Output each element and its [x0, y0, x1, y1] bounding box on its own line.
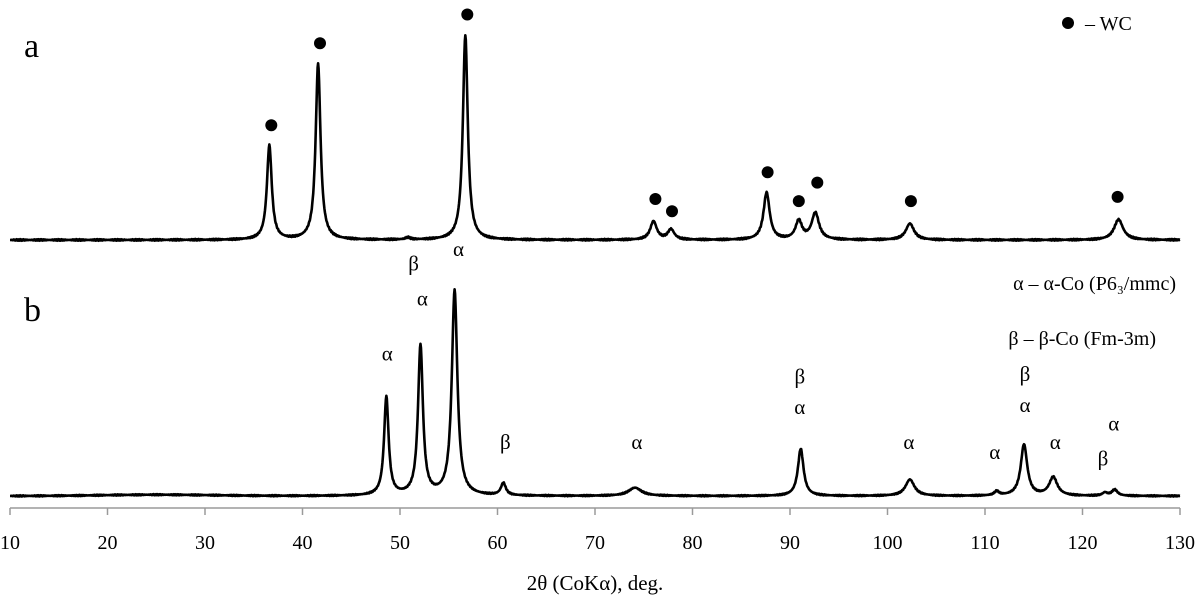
x-tick-label-90: 90 — [780, 532, 800, 554]
x-tick-label-120: 120 — [1068, 532, 1098, 554]
beta-peak-label-7: β — [794, 364, 805, 388]
wc-markers — [265, 8, 1124, 218]
legend-alpha-text: α – α-Co (P6₃/mmc) — [1013, 273, 1176, 295]
legend-wc-text: – WC — [1084, 13, 1132, 35]
x-tick-label-40: 40 — [293, 532, 313, 554]
wc-marker-2 — [314, 37, 326, 50]
beta-peak-label-5: β — [500, 430, 511, 454]
beta-peak-label-14: β — [1098, 446, 1109, 470]
legend-wc-marker — [1062, 17, 1074, 29]
alpha-peak-label-13: α — [1050, 430, 1061, 454]
x-tick-label-60: 60 — [488, 532, 508, 554]
wc-marker-9 — [904, 195, 917, 208]
alpha-peak-label-9: α — [903, 430, 914, 454]
x-axis: 10 20 30 40 50 60 70 80 90 100 110 120 130 2θ (CoKα)… — [0, 507, 1195, 595]
x-tick-label-100: 100 — [873, 532, 903, 554]
alpha-peak-label-10: α — [989, 440, 1000, 464]
beta-peak-label-2: β — [408, 252, 419, 276]
panel-a: a – WC — [9, 8, 1181, 243]
wc-marker-5 — [666, 205, 678, 218]
x-tick-label-130: 130 — [1165, 532, 1195, 554]
legend-beta-text: β – β-Co (Fm-3m) — [1008, 328, 1156, 350]
alpha-peak-label-6: α — [631, 430, 642, 454]
legend-a: – WC — [1062, 13, 1132, 35]
x-tick-label-50: 50 — [390, 532, 410, 554]
alpha-peak-label-15: α — [1108, 411, 1119, 435]
wc-marker-3 — [461, 8, 474, 21]
x-axis-title: 2θ (CoKα), deg. — [527, 571, 664, 595]
alpha-peak-label-3: α — [417, 286, 428, 310]
wc-marker-10 — [1111, 190, 1124, 203]
x-tick-label-70: 70 — [585, 532, 605, 554]
x-tick-label-30: 30 — [195, 532, 215, 554]
x-tick-label-20: 20 — [98, 532, 118, 554]
wc-marker-1 — [265, 119, 278, 132]
pattern-b-line — [9, 288, 1181, 498]
alpha-peak-label-4: α — [453, 237, 464, 261]
wc-marker-6 — [761, 166, 774, 179]
x-tick-label-80: 80 — [683, 532, 703, 554]
panel-b-label: b — [24, 292, 41, 329]
wc-marker-7 — [792, 195, 805, 208]
wc-marker-4 — [649, 193, 662, 205]
legend-b: α – α-Co (P6₃/mmc) β – β-Co (Fm-3m) — [1008, 273, 1176, 350]
x-tick-label-10: 10 — [0, 532, 20, 554]
x-axis-ticks: 10 20 30 40 50 60 70 80 90 100 110 120 130 — [0, 508, 1195, 554]
panel-a-label: a — [24, 28, 39, 65]
alpha-peak-label-8: α — [794, 395, 805, 419]
wc-marker-8 — [811, 176, 824, 189]
x-tick-label-110: 110 — [970, 532, 999, 554]
alpha-peak-label-1: α — [382, 342, 393, 366]
beta-peak-label-11: β — [1020, 362, 1031, 386]
alpha-peak-label-12: α — [1019, 393, 1030, 417]
pattern-a-line — [9, 33, 1181, 243]
